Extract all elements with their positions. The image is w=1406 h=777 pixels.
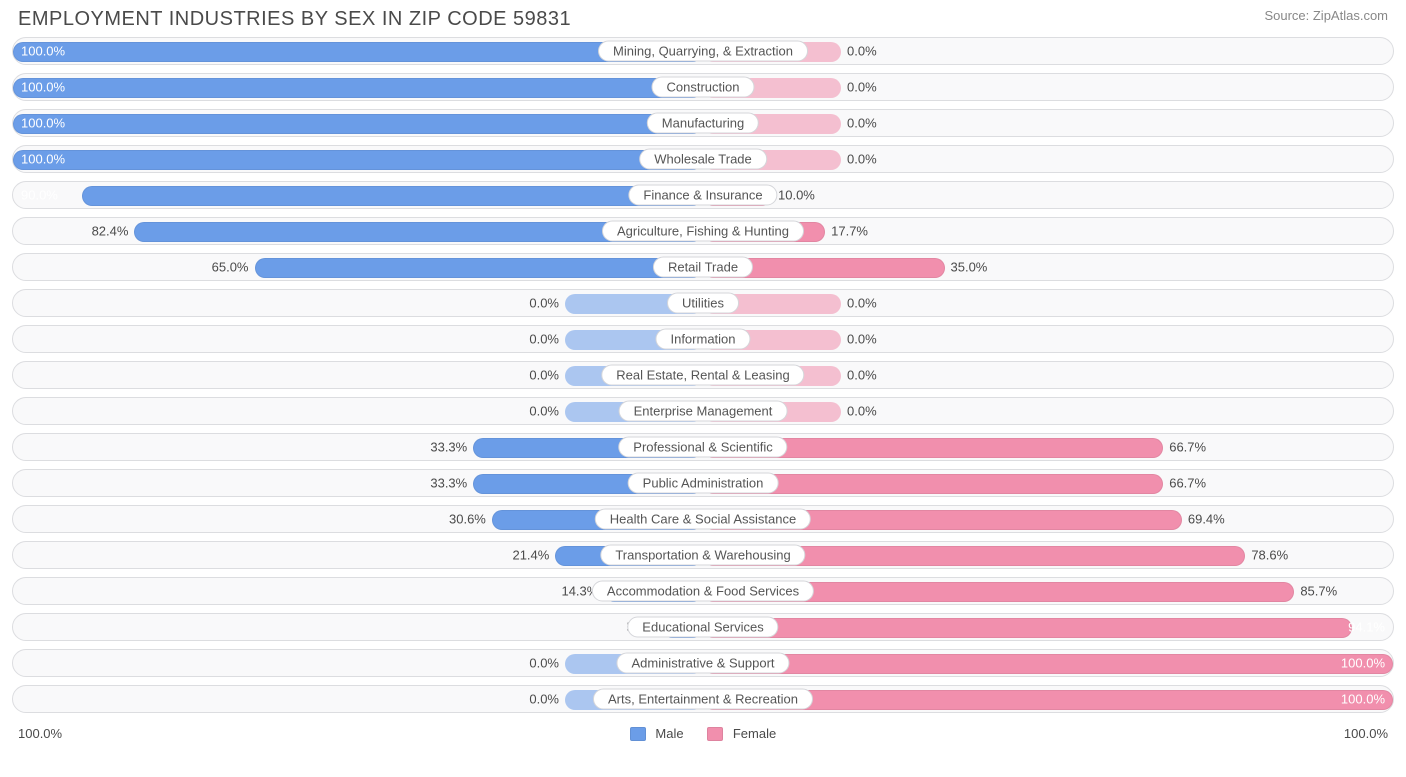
axis-left-label: 100.0%: [18, 726, 62, 741]
male-pct-label: 100.0%: [21, 116, 65, 131]
female-pct-label: 69.4%: [1188, 512, 1225, 527]
female-pct-label: 78.6%: [1251, 548, 1288, 563]
male-pct-label: 0.0%: [529, 656, 559, 671]
category-label: Professional & Scientific: [618, 437, 787, 458]
male-pct-label: 33.3%: [430, 440, 467, 455]
category-label: Accommodation & Food Services: [592, 581, 814, 602]
male-bar: [13, 78, 703, 98]
category-label: Transportation & Warehousing: [600, 545, 805, 566]
female-bar: [703, 618, 1352, 638]
category-label: Retail Trade: [653, 257, 753, 278]
category-label: Health Care & Social Assistance: [595, 509, 811, 530]
category-label: Utilities: [667, 293, 739, 314]
chart-footer: 100.0% Male Female 100.0%: [0, 721, 1406, 741]
category-label: Educational Services: [627, 617, 778, 638]
category-label: Wholesale Trade: [639, 149, 767, 170]
bar-row: 0.0% 100.0% Administrative & Support: [12, 649, 1394, 677]
legend-male-label: Male: [655, 726, 683, 741]
category-label: Arts, Entertainment & Recreation: [593, 689, 813, 710]
male-pct-label: 30.6%: [449, 512, 486, 527]
female-pct-label: 100.0%: [1341, 692, 1385, 707]
legend-female-label: Female: [733, 726, 776, 741]
male-pct-label: 0.0%: [529, 368, 559, 383]
legend: Male Female: [62, 725, 1344, 741]
male-swatch-icon: [630, 727, 646, 741]
legend-male: Male: [630, 726, 684, 742]
chart-title: EMPLOYMENT INDUSTRIES BY SEX IN ZIP CODE…: [18, 8, 571, 31]
female-pct-label: 35.0%: [951, 260, 988, 275]
female-pct-label: 100.0%: [1341, 656, 1385, 671]
male-pct-label: 0.0%: [529, 296, 559, 311]
bar-row: 100.0% 0.0% Construction: [12, 73, 1394, 101]
male-pct-label: 0.0%: [529, 692, 559, 707]
category-label: Public Administration: [628, 473, 779, 494]
female-swatch-icon: [707, 727, 723, 741]
category-label: Mining, Quarrying, & Extraction: [598, 41, 808, 62]
category-label: Administrative & Support: [616, 653, 789, 674]
category-label: Real Estate, Rental & Leasing: [601, 365, 804, 386]
female-pct-label: 66.7%: [1169, 440, 1206, 455]
male-pct-label: 90.0%: [21, 188, 58, 203]
bar-row: 100.0% 0.0% Manufacturing: [12, 109, 1394, 137]
axis-right-label: 100.0%: [1344, 726, 1388, 741]
bar-row: 33.3% 66.7% Public Administration: [12, 469, 1394, 497]
female-pct-label: 0.0%: [847, 44, 877, 59]
female-pct-label: 94.1%: [1348, 620, 1385, 635]
bar-row: 30.6% 69.4% Health Care & Social Assistanc…: [12, 505, 1394, 533]
category-label: Enterprise Management: [619, 401, 788, 422]
male-bar: [13, 114, 703, 134]
bar-row: 0.0% 0.0% Real Estate, Rental & Leasing: [12, 361, 1394, 389]
bar-row: 0.0% 100.0% Arts, Entertainment & Recreati…: [12, 685, 1394, 713]
bar-row: 90.0% 10.0%Finance & Insurance: [12, 181, 1394, 209]
bar-row: 82.4% 17.7% Agriculture, Fishing & Hunting: [12, 217, 1394, 245]
male-pct-label: 21.4%: [512, 548, 549, 563]
female-pct-label: 10.0%: [778, 188, 815, 203]
bar-row: 21.4% 78.6% Transportation & Warehousing: [12, 541, 1394, 569]
male-pct-label: 65.0%: [212, 260, 249, 275]
legend-female: Female: [707, 726, 776, 742]
category-label: Construction: [652, 77, 755, 98]
female-pct-label: 85.7%: [1300, 584, 1337, 599]
female-pct-label: 17.7%: [831, 224, 868, 239]
bar-row: 0.0% 0.0% Utilities: [12, 289, 1394, 317]
category-label: Manufacturing: [647, 113, 759, 134]
male-bar: [13, 150, 703, 170]
female-pct-label: 0.0%: [847, 404, 877, 419]
male-pct-label: 0.0%: [529, 404, 559, 419]
female-pct-label: 0.0%: [847, 80, 877, 95]
male-pct-label: 0.0%: [529, 332, 559, 347]
male-bar: [255, 258, 704, 278]
bar-row: 14.3%85.7%Accommodation & Food Services: [12, 577, 1394, 605]
category-label: Agriculture, Fishing & Hunting: [602, 221, 804, 242]
bar-row: 5.9%94.1%Educational Services: [12, 613, 1394, 641]
female-bar: [703, 654, 1393, 674]
chart-source: Source: ZipAtlas.com: [1264, 8, 1388, 23]
bar-row: 100.0% 0.0% Wholesale Trade: [12, 145, 1394, 173]
bar-row: 0.0% 0.0% Enterprise Management: [12, 397, 1394, 425]
bar-row: 33.3% 66.7% Professional & Scientific: [12, 433, 1394, 461]
bar-row: 0.0% 0.0% Information: [12, 325, 1394, 353]
chart-header: EMPLOYMENT INDUSTRIES BY SEX IN ZIP CODE…: [0, 0, 1406, 37]
male-pct-label: 82.4%: [92, 224, 129, 239]
female-pct-label: 0.0%: [847, 332, 877, 347]
chart-area: 100.0% 0.0% Mining, Quarrying, & Extractio…: [0, 37, 1406, 713]
female-pct-label: 0.0%: [847, 116, 877, 131]
bar-row: 65.0% 35.0% Retail Trade: [12, 253, 1394, 281]
male-pct-label: 100.0%: [21, 152, 65, 167]
male-pct-label: 100.0%: [21, 80, 65, 95]
bar-row: 100.0% 0.0% Mining, Quarrying, & Extractio…: [12, 37, 1394, 65]
female-pct-label: 0.0%: [847, 152, 877, 167]
category-label: Information: [655, 329, 750, 350]
female-pct-label: 0.0%: [847, 296, 877, 311]
female-pct-label: 66.7%: [1169, 476, 1206, 491]
female-pct-label: 0.0%: [847, 368, 877, 383]
male-pct-label: 33.3%: [430, 476, 467, 491]
male-pct-label: 100.0%: [21, 44, 65, 59]
male-bar: [82, 186, 703, 206]
category-label: Finance & Insurance: [628, 185, 777, 206]
